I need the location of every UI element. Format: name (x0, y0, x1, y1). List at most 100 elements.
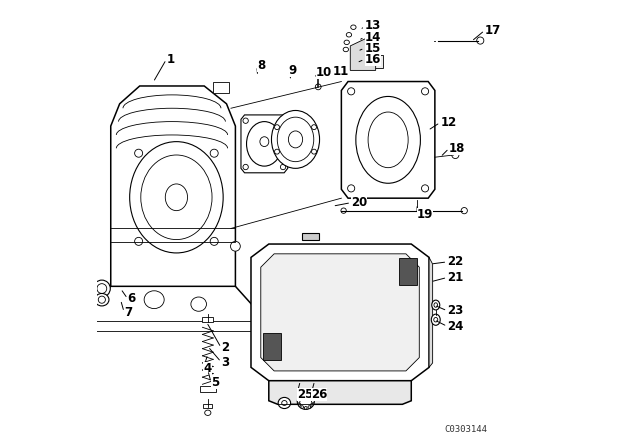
Ellipse shape (346, 33, 351, 37)
Text: 16: 16 (365, 53, 381, 66)
Ellipse shape (348, 185, 355, 192)
Ellipse shape (97, 284, 107, 293)
Ellipse shape (308, 395, 310, 397)
Ellipse shape (434, 318, 438, 322)
Ellipse shape (432, 300, 440, 310)
Ellipse shape (134, 149, 143, 157)
Text: 4: 4 (204, 362, 212, 375)
Ellipse shape (282, 401, 287, 405)
Ellipse shape (351, 25, 356, 30)
Ellipse shape (362, 63, 367, 67)
Ellipse shape (95, 293, 109, 306)
Text: 3: 3 (221, 356, 229, 369)
Ellipse shape (362, 56, 367, 60)
Ellipse shape (362, 43, 367, 47)
Text: 22: 22 (447, 255, 463, 268)
Text: 23: 23 (447, 304, 463, 317)
Bar (202, 318, 213, 322)
Ellipse shape (341, 208, 346, 213)
Ellipse shape (305, 394, 307, 397)
Ellipse shape (312, 125, 316, 129)
Ellipse shape (343, 47, 349, 52)
Ellipse shape (280, 118, 285, 123)
Text: 2: 2 (221, 341, 229, 354)
Ellipse shape (210, 149, 218, 157)
Ellipse shape (298, 397, 301, 400)
Text: 10: 10 (316, 66, 332, 79)
Bar (263, 333, 281, 360)
Ellipse shape (348, 88, 355, 95)
Ellipse shape (452, 151, 459, 159)
Polygon shape (269, 381, 412, 404)
Bar (88, 321, 260, 331)
Bar (213, 82, 228, 93)
Polygon shape (341, 82, 435, 198)
Ellipse shape (312, 149, 316, 154)
Polygon shape (241, 115, 288, 173)
Ellipse shape (230, 241, 240, 251)
Polygon shape (429, 258, 433, 367)
Polygon shape (251, 244, 429, 381)
Ellipse shape (301, 395, 303, 397)
Text: 26: 26 (311, 388, 328, 401)
Ellipse shape (210, 237, 218, 246)
Text: 15: 15 (365, 42, 381, 55)
Ellipse shape (310, 404, 313, 406)
Text: 19: 19 (417, 208, 433, 221)
Text: 5: 5 (211, 375, 219, 388)
Ellipse shape (271, 111, 319, 168)
Polygon shape (350, 37, 376, 70)
Bar (302, 233, 319, 240)
Ellipse shape (298, 401, 300, 403)
Ellipse shape (278, 397, 291, 409)
Ellipse shape (356, 96, 420, 183)
Ellipse shape (301, 406, 303, 409)
Ellipse shape (362, 49, 367, 53)
Ellipse shape (130, 142, 223, 253)
Polygon shape (111, 86, 236, 309)
Ellipse shape (368, 112, 408, 168)
Text: 20: 20 (351, 196, 367, 209)
Ellipse shape (277, 117, 314, 162)
Ellipse shape (308, 406, 310, 409)
Ellipse shape (280, 164, 285, 170)
Text: 14: 14 (365, 30, 381, 43)
Bar (356, 55, 383, 68)
Ellipse shape (243, 164, 248, 170)
Ellipse shape (205, 410, 211, 415)
Text: 1: 1 (166, 53, 175, 66)
Text: 12: 12 (440, 116, 456, 129)
Ellipse shape (141, 155, 212, 240)
Ellipse shape (165, 184, 188, 211)
Text: 24: 24 (447, 320, 464, 333)
Text: 11: 11 (332, 65, 349, 78)
Text: 18: 18 (449, 142, 465, 155)
Text: 17: 17 (484, 24, 501, 37)
Bar (204, 404, 212, 408)
Ellipse shape (305, 406, 307, 409)
Text: 8: 8 (257, 60, 265, 73)
Text: 13: 13 (365, 19, 381, 32)
Bar (200, 386, 216, 392)
Ellipse shape (93, 280, 110, 297)
Bar (399, 258, 417, 285)
Ellipse shape (316, 84, 321, 90)
Ellipse shape (434, 303, 438, 307)
Ellipse shape (289, 131, 303, 148)
Ellipse shape (431, 314, 440, 325)
Text: 21: 21 (447, 271, 463, 284)
Polygon shape (260, 254, 419, 371)
Text: 7: 7 (124, 306, 132, 319)
Ellipse shape (246, 121, 282, 166)
Ellipse shape (461, 207, 467, 214)
Ellipse shape (99, 296, 106, 303)
Ellipse shape (310, 397, 313, 400)
Ellipse shape (144, 291, 164, 309)
Ellipse shape (275, 149, 280, 154)
Ellipse shape (275, 125, 280, 129)
Ellipse shape (243, 118, 248, 123)
Ellipse shape (422, 88, 429, 95)
Ellipse shape (344, 40, 349, 44)
Ellipse shape (422, 185, 429, 192)
Polygon shape (91, 286, 255, 327)
